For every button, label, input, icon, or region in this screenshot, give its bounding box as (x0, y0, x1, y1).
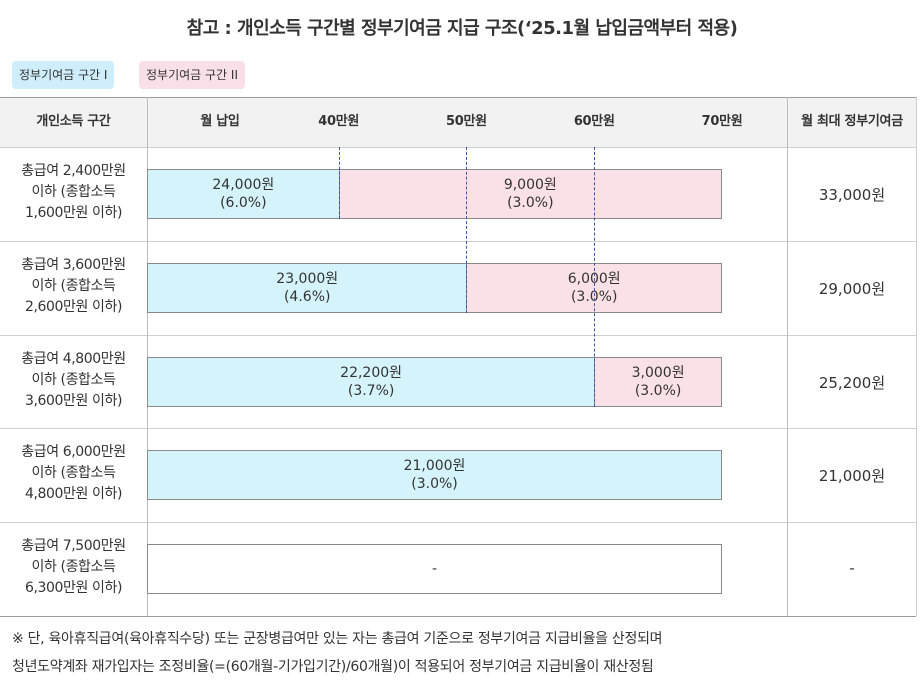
income-band-label-line: 이하 (종합소득 (31, 371, 116, 388)
header-max-contribution: 월 최대 정부기여금 (801, 114, 903, 129)
boundary-guide-line (594, 147, 595, 407)
section-1-bar: 21,000원 (3.0%) (147, 450, 722, 501)
segment-rate-label: (4.6%) (283, 288, 331, 305)
segment-amount-label: 9,000원 (503, 176, 557, 193)
contribution-table: 개인소득 구간 월 납입 월 최대 정부기여금 40만원 50만원 60만원 70만원… (0, 97, 924, 617)
legend-section-2: 정부기여금 구간 II (139, 61, 245, 89)
section-1-bar: 22,200원 (3.7%) (147, 356, 596, 407)
section-1-bar: 24,000원 (6.0%) (147, 168, 340, 219)
segment-rate-label: (3.0%) (507, 194, 554, 211)
footnote-line-2: 청년도약계좌 재가입자는 조정비율(=(60개월-기가입기간)/60개월)이 적… (12, 659, 654, 675)
x-tick-label: 50만원 (446, 114, 487, 129)
segment-rate-label: (3.0%) (634, 382, 682, 399)
income-band-label-line: 1,600만원 이하) (24, 205, 123, 221)
income-band-label-line: 2,600만원 이하) (24, 298, 123, 315)
segment-amount-label: 22,200원 (340, 364, 403, 381)
income-band-label-line: 총급여 4,800만원 (21, 350, 126, 367)
table-header-background (0, 97, 916, 147)
boundary-guide-line (466, 147, 467, 313)
table-top-rule (0, 97, 916, 98)
row-divider (0, 147, 916, 148)
boundary-guide-line (339, 147, 340, 219)
income-band-label-line: 이하 (종합소득 (31, 465, 116, 482)
income-band-label-line: 이하 (종합소득 (31, 277, 116, 294)
income-band-label-line: 총급여 6,000만원 (21, 444, 126, 461)
page-title: 참고 : 개인소득 구간별 정부기여금 지급 구조(‘25.1월 납입금액부터 … (186, 18, 738, 39)
row-divider (0, 616, 916, 617)
footnote-line-1: ※ 단, 육아휴직급여(육아휴직수당) 또는 군장병급여만 있는 자는 총급여 … (12, 631, 663, 647)
income-band-label-line: 4,800만원 이하) (24, 486, 123, 503)
income-band-label-line: 총급여 3,600만원 (21, 256, 126, 273)
max-contribution-value: 25,200원 (818, 373, 886, 392)
x-tick-label: 70만원 (701, 114, 743, 129)
header-monthly-payment: 월 납입 (200, 114, 240, 129)
max-contribution-value: - (849, 559, 855, 578)
row-divider (0, 240, 916, 242)
legend-section-1: 정부기여금 구간 I (12, 61, 115, 89)
segment-amount-label: 21,000원 (403, 458, 466, 475)
segment-amount-label: - (431, 561, 438, 578)
section-2-bar: 3,000원 (3.0%) (594, 356, 722, 407)
no-contribution-bar: - (147, 544, 722, 595)
segment-amount-label: 3,000원 (631, 364, 685, 381)
segment-rate-label: (6.0%) (220, 194, 267, 211)
column-divider (787, 97, 788, 616)
income-band-label-line: 총급여 2,400만원 (21, 163, 126, 179)
segment-amount-label: 24,000원 (212, 176, 275, 193)
income-band-label-line: 6,300만원 이하) (24, 580, 123, 597)
segment-amount-label: 23,000원 (276, 270, 339, 287)
max-contribution-value: 29,000원 (818, 279, 886, 298)
max-contribution-value: 33,000원 (818, 185, 886, 204)
segment-rate-label: (3.0%) (411, 476, 458, 493)
max-contribution-value: 21,000원 (818, 467, 886, 486)
income-band-label-line: 이하 (종합소득 (31, 184, 116, 200)
segment-rate-label: (3.7%) (347, 382, 395, 399)
section-1-bar: 23,000원 (4.6%) (147, 262, 468, 313)
row-divider (0, 428, 916, 430)
x-tick-label: 60만원 (573, 114, 615, 129)
x-tick-label: 40만원 (318, 114, 360, 129)
income-band-label-line: 3,600만원 이하) (24, 392, 123, 409)
section-2-bar: 9,000원 (3.0%) (338, 168, 722, 219)
column-divider (916, 97, 917, 616)
income-band-label-line: 이하 (종합소득 (31, 559, 116, 576)
header-income-band: 개인소득 구간 (36, 114, 111, 129)
row-divider (0, 522, 916, 524)
row-divider (0, 334, 916, 336)
income-band-label-line: 총급여 7,500만원 (21, 538, 126, 555)
